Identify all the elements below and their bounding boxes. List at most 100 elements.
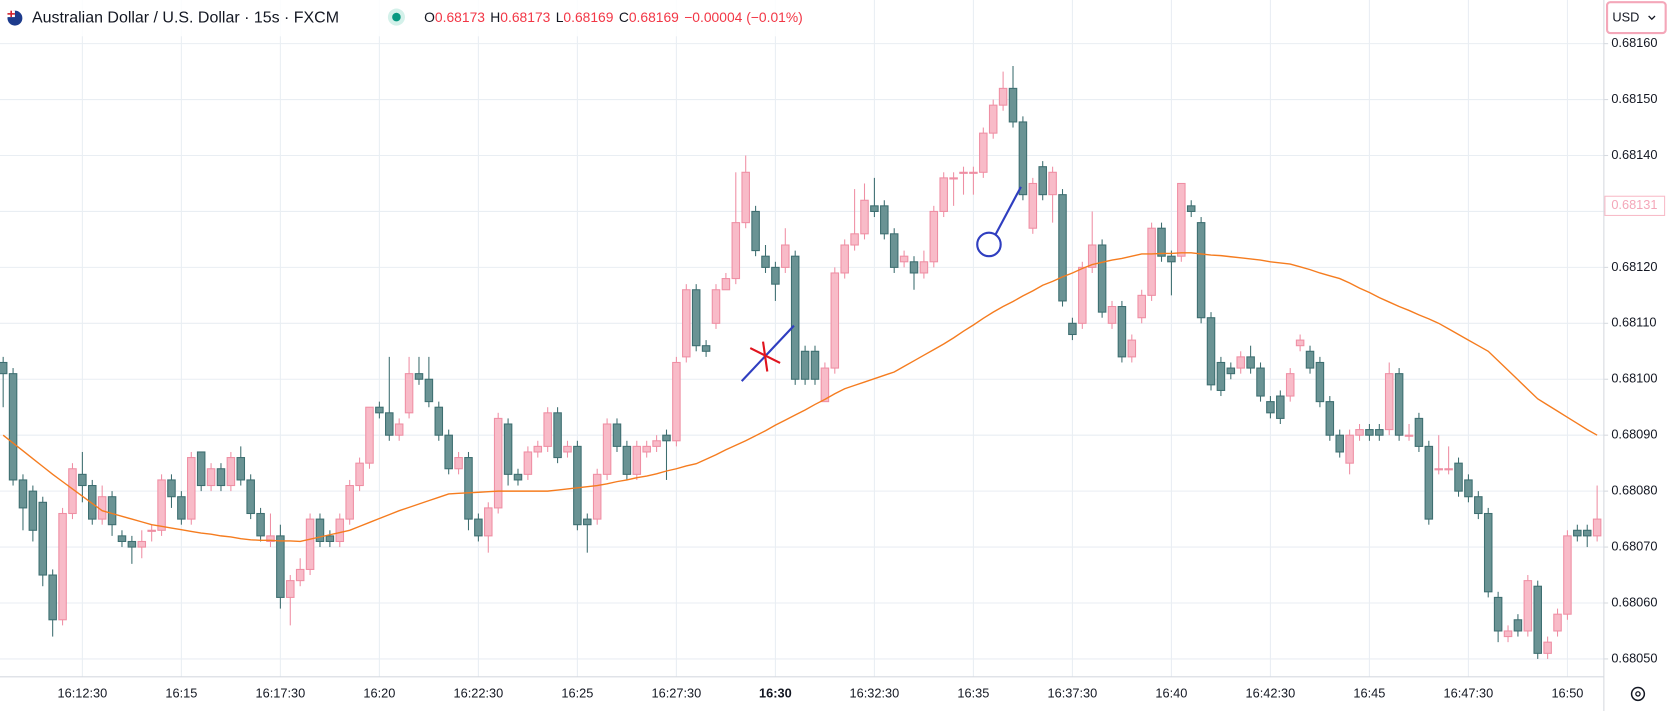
- candle-body: [622, 445, 632, 475]
- candle-body: [880, 205, 889, 235]
- candle-body: [375, 406, 384, 414]
- candle-body: [18, 479, 28, 509]
- candle-body: [28, 490, 38, 531]
- ohlc-key: H: [490, 9, 500, 25]
- candle-body: [771, 266, 780, 285]
- candle-body: [246, 479, 255, 515]
- candle-body: [810, 350, 820, 380]
- candle-body: [860, 199, 869, 235]
- candle-body: [1543, 641, 1552, 654]
- candle-body: [167, 479, 176, 498]
- settings-icon: [1635, 691, 1641, 697]
- candle-body: [355, 462, 364, 487]
- candle-body: [48, 574, 57, 621]
- candle-body: [256, 512, 265, 537]
- candle-body: [236, 457, 246, 481]
- currency-button[interactable]: USD: [1605, 1, 1667, 35]
- candle-body: [137, 540, 147, 548]
- candle-body: [276, 535, 285, 598]
- candle-body: [721, 278, 731, 291]
- candle-body: [1582, 529, 1592, 537]
- candle-body: [1028, 182, 1038, 229]
- x-tick-label: 16:47:30: [1444, 685, 1494, 700]
- candle-body: [1384, 373, 1394, 431]
- candle-body: [385, 412, 394, 436]
- candle-body: [305, 518, 315, 570]
- axes: 0.68050 0.68060 0.68070 0.68080 0.68090 0.681…: [58, 35, 1666, 700]
- candle-body: [711, 289, 721, 324]
- candle-body: [1573, 529, 1582, 537]
- candle-body: [1523, 580, 1533, 632]
- trend-line[interactable]: [740, 324, 795, 382]
- candle-body: [602, 423, 612, 475]
- ohlc-value: 0.68173: [435, 9, 485, 25]
- currency-label[interactable]: USD: [1612, 10, 1639, 25]
- x-tick-label: 16:15: [165, 685, 197, 700]
- symbol-title[interactable]: Australian Dollar / U.S. Dollar · 15s · …: [32, 9, 339, 26]
- candle-body: [642, 445, 651, 453]
- candle-body: [573, 445, 582, 526]
- candle-body: [592, 473, 602, 520]
- y-tick-label: 0.68140: [1611, 147, 1657, 162]
- y-tick-label: 0.68070: [1611, 538, 1657, 553]
- candle-body: [1335, 434, 1344, 453]
- trend-line[interactable]: [994, 186, 1022, 236]
- candle-body: [1167, 255, 1176, 263]
- ohlc-value: 0.68173: [500, 9, 550, 25]
- candle-body: [1246, 356, 1255, 369]
- circle-drawing[interactable]: [976, 231, 1002, 258]
- candle-body: [58, 512, 67, 621]
- y-tick-label: 0.68080: [1611, 482, 1657, 497]
- candle-body: [1355, 429, 1364, 436]
- currency-box[interactable]: [1605, 1, 1667, 35]
- settings-icon[interactable]: [1630, 686, 1646, 702]
- x-tick-label: 16:30: [759, 685, 792, 700]
- moving-average: [2, 252, 1598, 543]
- ohlc-key: O: [424, 9, 435, 25]
- settings-button[interactable]: [1630, 686, 1646, 702]
- candle-body: [1097, 244, 1107, 313]
- candle-body: [454, 457, 463, 470]
- x-tick-label: 16:20: [363, 685, 395, 700]
- candle-body: [612, 423, 622, 447]
- candle-body: [315, 518, 325, 543]
- candle-body: [464, 457, 473, 520]
- candle-body: [919, 261, 929, 274]
- candle-body: [949, 177, 958, 180]
- candle-body: [266, 535, 275, 543]
- candle-body: [1444, 468, 1453, 471]
- candle-body: [979, 132, 988, 173]
- y-tick-label: 0.68150: [1611, 91, 1657, 106]
- candle-body: [513, 473, 523, 481]
- candle-body: [1295, 339, 1305, 347]
- candle-body: [1434, 468, 1443, 471]
- legend-header: Australian Dollar / U.S. Dollar · 15s · …: [0, 0, 842, 37]
- candle-body: [1474, 496, 1483, 515]
- candle-body: [1493, 596, 1503, 632]
- ohlc-value: 0.68169: [629, 9, 679, 25]
- candle-body: [503, 423, 513, 475]
- candle-body: [1404, 434, 1414, 437]
- candle-body: [909, 261, 919, 274]
- candle-body: [820, 367, 830, 403]
- candle-body: [365, 406, 374, 464]
- candle-body: [850, 233, 859, 246]
- candle-body: [731, 222, 741, 280]
- candle-body: [286, 580, 295, 598]
- candle-body: [840, 244, 849, 274]
- ohlc-key: L: [556, 9, 564, 25]
- candle-body: [1345, 434, 1354, 464]
- candle-body: [870, 205, 879, 212]
- market-status: [392, 12, 401, 22]
- candle-body: [800, 350, 810, 380]
- candle-body: [533, 445, 543, 453]
- candle-body: [1592, 518, 1602, 537]
- cross-mark[interactable]: [761, 341, 769, 372]
- candle-body: [1414, 417, 1424, 447]
- x-tick-label: 16:37:30: [1048, 685, 1098, 700]
- candle-body: [1285, 373, 1295, 397]
- candle-body: [1266, 401, 1275, 414]
- candle-body: [1177, 182, 1186, 257]
- grid: [0, 0, 1604, 677]
